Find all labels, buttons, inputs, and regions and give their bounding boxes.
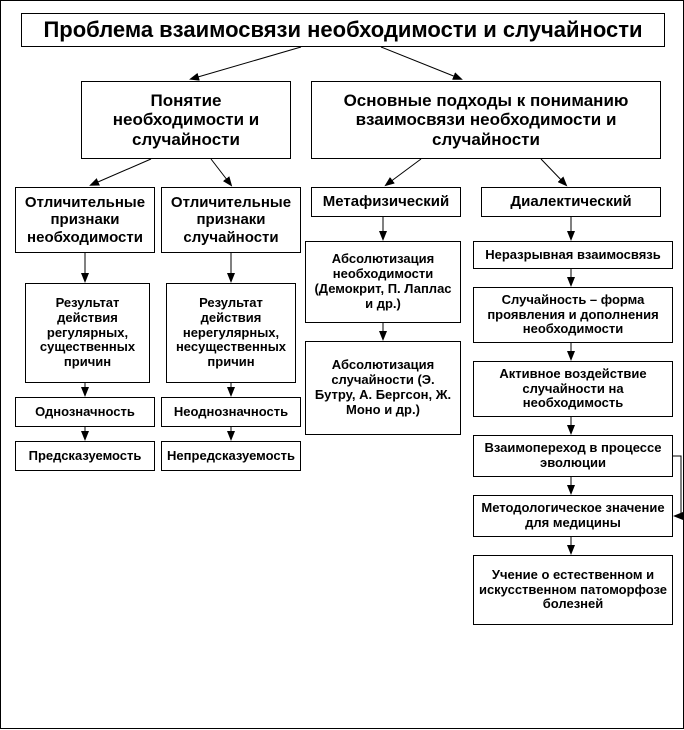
node-label: Активное воздействие случайности на необ…	[478, 367, 668, 412]
node-label: Абсолютизация случайности (Э. Бутру, А. …	[310, 358, 456, 418]
node-label: Неразрывная взаимосвязь	[485, 248, 661, 263]
node-l3c: Метафизический	[311, 187, 461, 217]
node-c2: Абсолютизация случайности (Э. Бутру, А. …	[305, 341, 461, 435]
node-label: Учение о естественном и искусственном па…	[478, 568, 668, 613]
edge-5	[541, 159, 566, 185]
edge-20	[673, 456, 681, 516]
node-l2a: Понятие необходимости и случайности	[81, 81, 291, 159]
node-l3b: Отличительные признаки случайности	[161, 187, 301, 253]
node-a1: Результат действия регулярных, существен…	[25, 283, 150, 383]
edge-0	[191, 47, 301, 79]
node-label: Абсолютизация необходимости (Демокрит, П…	[310, 252, 456, 312]
edge-3	[211, 159, 231, 185]
node-label: Результат действия регулярных, существен…	[30, 296, 145, 371]
node-root: Проблема взаимосвязи необходимости и слу…	[21, 13, 665, 47]
node-label: Основные подходы к пониманию взаимосвязи…	[316, 91, 656, 150]
edge-2	[91, 159, 151, 185]
node-d6: Учение о естественном и искусственном па…	[473, 555, 673, 625]
node-d1: Неразрывная взаимосвязь	[473, 241, 673, 269]
node-c1: Абсолютизация необходимости (Демокрит, П…	[305, 241, 461, 323]
edge-4	[386, 159, 421, 185]
node-label: Проблема взаимосвязи необходимости и слу…	[43, 17, 642, 42]
node-b3: Непредсказуемость	[161, 441, 301, 471]
node-d3: Активное воздействие случайности на необ…	[473, 361, 673, 417]
node-label: Взаимопереход в процессе эволюции	[478, 441, 668, 471]
node-a3: Предсказуемость	[15, 441, 155, 471]
node-d5: Методологическое значение для медицины	[473, 495, 673, 537]
node-label: Понятие необходимости и случайности	[86, 91, 286, 150]
node-l2b: Основные подходы к пониманию взаимосвязи…	[311, 81, 661, 159]
node-label: Диалектический	[510, 193, 631, 210]
node-label: Неоднозначность	[174, 405, 288, 420]
node-d4: Взаимопереход в процессе эволюции	[473, 435, 673, 477]
edge-1	[381, 47, 461, 79]
node-b2: Неоднозначность	[161, 397, 301, 427]
node-label: Методологическое значение для медицины	[478, 501, 668, 531]
node-label: Метафизический	[323, 193, 450, 210]
node-label: Непредсказуемость	[167, 449, 295, 464]
node-label: Отличительные признаки случайности	[166, 194, 296, 246]
node-l3d: Диалектический	[481, 187, 661, 217]
node-label: Случайность – форма проявления и дополне…	[478, 293, 668, 338]
diagram-frame: Проблема взаимосвязи необходимости и слу…	[0, 0, 684, 729]
node-label: Предсказуемость	[29, 449, 142, 464]
node-label: Результат действия нерегулярных, несущес…	[171, 296, 291, 371]
node-label: Отличительные признаки необходимости	[20, 194, 150, 246]
node-l3a: Отличительные признаки необходимости	[15, 187, 155, 253]
node-b1: Результат действия нерегулярных, несущес…	[166, 283, 296, 383]
node-a2: Однозначность	[15, 397, 155, 427]
node-label: Однозначность	[35, 405, 135, 420]
node-d2: Случайность – форма проявления и дополне…	[473, 287, 673, 343]
